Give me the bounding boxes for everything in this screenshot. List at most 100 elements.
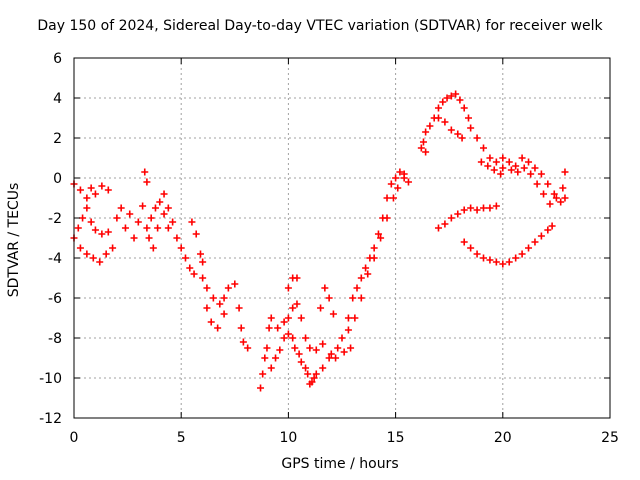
data-point [531, 238, 539, 246]
chart-title: Day 150 of 2024, Sidereal Day-to-day VTE… [37, 18, 603, 34]
data-point [460, 206, 468, 214]
data-point [267, 314, 275, 322]
data-point [293, 274, 301, 282]
data-point [340, 348, 348, 356]
data-point [83, 204, 91, 212]
data-point [196, 250, 204, 258]
data-point [104, 186, 112, 194]
data-point [527, 170, 535, 178]
data-point [235, 304, 243, 312]
data-point [357, 294, 365, 302]
data-point [377, 234, 385, 242]
data-point [364, 270, 372, 278]
data-point [404, 178, 412, 186]
data-point [374, 230, 382, 238]
data-point [338, 334, 346, 342]
y-tick-label: -4 [48, 251, 62, 267]
data-point [464, 114, 472, 122]
y-tick-label: 4 [53, 91, 62, 107]
data-point [544, 226, 552, 234]
data-point [259, 370, 267, 378]
x-tick-label: 15 [387, 430, 405, 446]
data-point [467, 244, 475, 252]
data-point [91, 226, 99, 234]
data-point [160, 190, 168, 198]
data-point [295, 350, 303, 358]
data-point [499, 154, 507, 162]
y-tick-label: -6 [48, 291, 62, 307]
data-point [192, 230, 200, 238]
data-point [79, 214, 87, 222]
data-point [325, 294, 333, 302]
data-point [156, 198, 164, 206]
data-point [291, 344, 299, 352]
data-point [389, 194, 397, 202]
data-point [477, 158, 485, 166]
data-point [325, 354, 333, 362]
data-point [480, 254, 488, 262]
data-point [181, 254, 189, 262]
data-point [89, 254, 97, 262]
x-tick-label: 5 [177, 430, 186, 446]
data-point [139, 202, 147, 210]
data-point [74, 224, 82, 232]
data-point [454, 210, 462, 218]
data-point [284, 314, 292, 322]
data-point [304, 370, 312, 378]
data-point [126, 210, 134, 218]
data-point [312, 346, 320, 354]
axis-ticks: 0 5 10 15 20 25 -12 -10 -8 -6 -4 -2 0 2 4 6 [39, 51, 619, 446]
data-point [332, 354, 340, 362]
data-point [177, 244, 185, 252]
data-point [550, 190, 558, 198]
data-point [145, 234, 153, 242]
data-point [284, 284, 292, 292]
data-point [505, 158, 513, 166]
data-point [329, 310, 337, 318]
data-point [480, 144, 488, 152]
data-point [544, 180, 552, 188]
data-point [473, 134, 481, 142]
data-point [257, 384, 265, 392]
data-point [263, 344, 271, 352]
data-point [507, 166, 515, 174]
data-point [473, 206, 481, 214]
data-point [362, 264, 370, 272]
data-point [149, 244, 157, 252]
data-point [486, 256, 494, 264]
y-tick-label: -8 [48, 331, 62, 347]
x-tick-label: 25 [601, 430, 619, 446]
data-point [454, 130, 462, 138]
data-point [280, 318, 288, 326]
data-point [160, 210, 168, 218]
data-point [422, 128, 430, 136]
data-point [434, 224, 442, 232]
data-point [548, 222, 556, 230]
data-point [473, 250, 481, 258]
plot-frame [73, 57, 611, 419]
data-point [344, 326, 352, 334]
y-tick-label: 2 [53, 131, 62, 147]
data-point [518, 250, 526, 258]
data-point [484, 162, 492, 170]
data-point [169, 218, 177, 226]
data-point [272, 354, 280, 362]
data-point [319, 364, 327, 372]
data-point [387, 180, 395, 188]
data-point [216, 300, 224, 308]
data-point [310, 374, 318, 382]
data-point [312, 370, 320, 378]
data-point [456, 96, 464, 104]
data-point [284, 330, 292, 338]
data-point [289, 334, 297, 342]
data-point [186, 264, 194, 272]
data-point [297, 358, 305, 366]
data-point [499, 260, 507, 268]
data-point [87, 218, 95, 226]
data-point [319, 340, 327, 348]
data-point [400, 174, 408, 182]
data-point [83, 194, 91, 202]
data-point [537, 232, 545, 240]
data-point [447, 92, 455, 100]
data-point [306, 344, 314, 352]
